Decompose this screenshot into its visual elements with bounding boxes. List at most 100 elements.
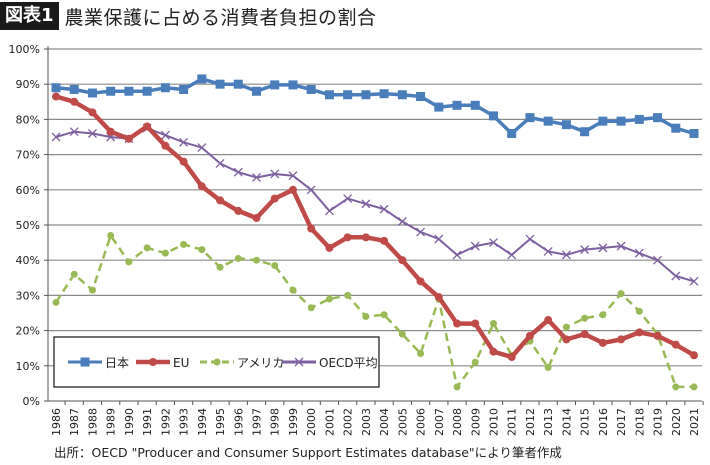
data-point-0 [51,83,61,93]
x-tick-label: 1990 [123,408,136,436]
data-point-0 [306,84,316,94]
x-tick-label: 2009 [469,408,482,436]
x-tick-label: 1994 [196,408,209,436]
data-point-2 [599,311,607,319]
data-point-1 [70,97,79,106]
data-point-3 [288,171,298,181]
data-point-0 [324,90,334,100]
data-point-0 [379,89,389,99]
data-point-1 [124,134,133,143]
chart-title: 農業保護に占める消費者負担の割合 [64,6,377,29]
x-tick-label: 1995 [214,408,227,436]
data-point-0 [507,128,517,138]
data-point-3 [324,206,334,216]
x-tick-label: 2004 [378,408,391,436]
data-point-0 [87,88,97,98]
source-note: 出所：OECD "Producer and Consumer Support E… [54,445,562,460]
data-point-3 [452,250,462,260]
data-point-2 [471,358,479,366]
data-point-3 [616,241,626,251]
x-tick-label: 2002 [342,408,355,436]
data-point-0 [434,102,444,112]
data-point-3 [671,271,681,281]
legend-label: OECD平均 [319,356,378,370]
data-point-1 [252,213,261,222]
data-point-2 [635,307,643,315]
data-point-2 [380,311,388,319]
data-point-3 [434,234,444,244]
data-point-0 [452,100,462,110]
data-point-2 [198,246,206,254]
data-point-0 [270,80,280,90]
y-tick-label: 0% [23,395,40,408]
series-line-0 [55,77,695,136]
data-point-0 [252,86,262,96]
legend-marker [294,357,304,367]
data-point-0 [106,86,116,96]
data-point-2 [271,261,279,269]
x-tick-label: 2010 [487,408,500,436]
data-point-0 [416,92,426,102]
y-tick-label: 50% [16,219,40,232]
x-tick-label: 2003 [360,408,373,436]
data-point-1 [598,338,607,347]
x-tick-label: 2005 [396,408,409,436]
data-point-2 [453,383,461,391]
data-point-1 [617,335,626,344]
data-point-0 [689,128,699,138]
x-tick-label: 2001 [323,408,336,436]
data-point-3 [306,185,316,195]
data-point-0 [179,84,189,94]
x-tick-label: 1993 [178,408,191,436]
data-point-3 [51,132,61,142]
data-point-3 [689,276,699,286]
data-point-2 [362,313,370,321]
data-point-1 [234,206,243,215]
data-point-1 [343,233,352,242]
data-point-3 [343,194,353,204]
y-tick-label: 60% [16,184,40,197]
data-point-3 [397,217,407,226]
y-tick-label: 70% [16,149,40,162]
data-point-2 [216,263,224,271]
data-point-1 [216,196,225,205]
data-point-2 [672,383,680,391]
x-tick-label: 2021 [688,408,701,436]
x-tick-label: 1996 [232,408,245,436]
x-tick-label: 2016 [597,408,610,436]
data-point-3 [379,204,389,214]
data-point-2 [417,349,425,357]
legend-label: 日本 [105,356,129,370]
y-tick-label: 80% [16,113,40,126]
data-point-0 [288,80,298,90]
data-point-2 [253,256,261,264]
x-tick-label: 2018 [633,408,646,436]
data-point-0 [160,83,170,93]
data-point-3 [634,248,644,258]
data-point-1 [307,224,316,233]
data-point-3 [598,243,608,253]
x-tick-label: 1987 [68,408,81,436]
x-tick-label: 2014 [560,408,573,436]
data-point-2 [289,286,297,294]
data-point-2 [70,270,78,278]
y-tick-label: 100% [9,43,40,56]
data-point-3 [197,143,207,153]
data-point-1 [361,233,370,242]
data-point-1 [653,331,662,340]
x-tick-label: 2015 [579,408,592,436]
data-point-2 [143,244,151,252]
data-point-3 [361,199,371,209]
data-point-3 [507,250,517,260]
data-point-2 [180,240,188,248]
data-point-0 [616,116,626,126]
data-point-2 [52,298,60,306]
x-tick-label: 1991 [141,408,154,436]
x-tick-label: 1992 [159,408,172,436]
data-point-1 [270,194,279,203]
data-point-1 [398,256,407,265]
data-point-1 [671,340,680,349]
x-tick-label: 2011 [506,408,519,436]
data-point-0 [197,74,207,84]
legend-label: アメリカ [237,356,284,370]
